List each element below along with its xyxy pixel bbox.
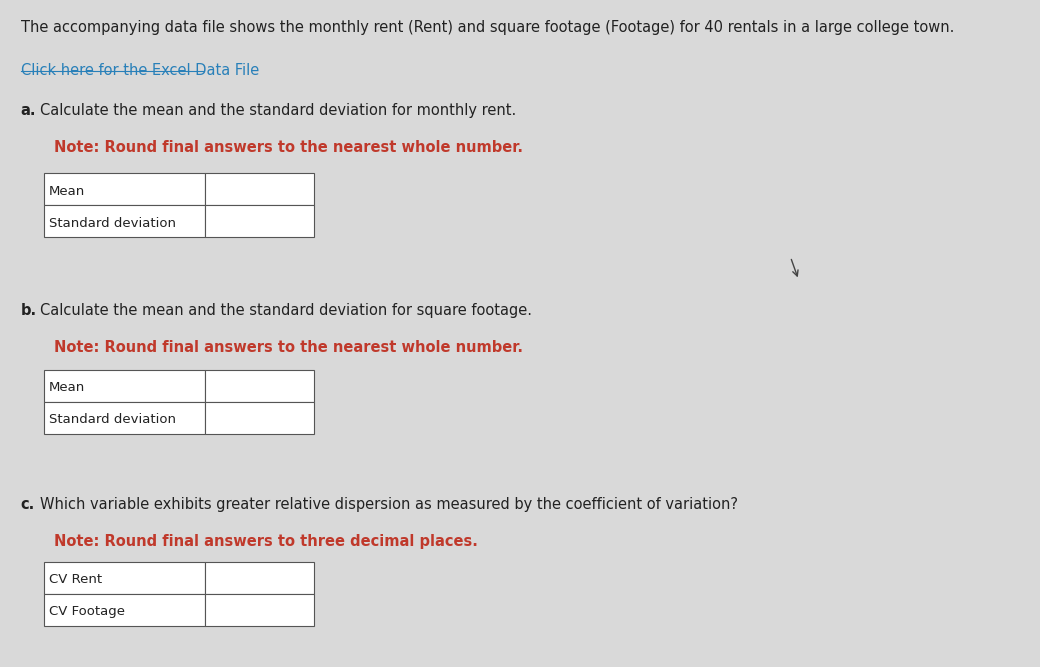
Bar — [44, 562, 205, 594]
Text: Calculate the mean and the standard deviation for square footage.: Calculate the mean and the standard devi… — [40, 303, 531, 318]
Text: Note: Round final answers to the nearest whole number.: Note: Round final answers to the nearest… — [54, 340, 523, 355]
Bar — [205, 205, 314, 237]
Text: c.: c. — [21, 497, 35, 512]
Text: The accompanying data file shows the monthly rent (Rent) and square footage (Foo: The accompanying data file shows the mon… — [21, 20, 954, 35]
Bar — [44, 370, 205, 402]
Text: b.: b. — [21, 303, 37, 318]
Text: Click here for the Excel Data File: Click here for the Excel Data File — [21, 63, 259, 78]
Bar — [205, 402, 314, 434]
Text: Mean: Mean — [49, 185, 85, 197]
Bar — [205, 594, 314, 626]
Text: Standard deviation: Standard deviation — [49, 217, 176, 229]
Text: Mean: Mean — [49, 382, 85, 394]
Bar — [205, 173, 314, 205]
Bar — [44, 594, 205, 626]
Text: Note: Round final answers to three decimal places.: Note: Round final answers to three decim… — [54, 534, 478, 548]
Text: Note: Round final answers to the nearest whole number.: Note: Round final answers to the nearest… — [54, 140, 523, 155]
Text: Which variable exhibits greater relative dispersion as measured by the coefficie: Which variable exhibits greater relative… — [40, 497, 737, 512]
Text: a.: a. — [21, 103, 36, 118]
Text: Standard deviation: Standard deviation — [49, 414, 176, 426]
Text: Calculate the mean and the standard deviation for monthly rent.: Calculate the mean and the standard devi… — [40, 103, 516, 118]
Bar — [44, 205, 205, 237]
Bar — [44, 402, 205, 434]
Bar — [44, 173, 205, 205]
Bar — [205, 370, 314, 402]
Bar — [205, 562, 314, 594]
Text: CV Footage: CV Footage — [49, 605, 125, 618]
Text: CV Rent: CV Rent — [49, 573, 102, 586]
